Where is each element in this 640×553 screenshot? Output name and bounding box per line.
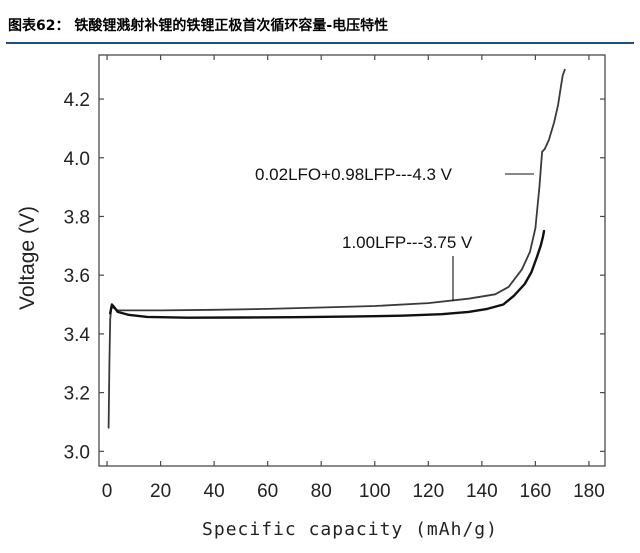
x-tick-label: 20 — [150, 481, 171, 502]
x-tick-label: 80 — [311, 481, 332, 502]
x-tick-label: 0 — [102, 481, 113, 502]
annotation-label-lfo: 0.02LFO+0.98LFP---4.3 V — [255, 165, 453, 184]
plot-frame — [98, 54, 606, 467]
x-tick-label: 40 — [204, 481, 225, 502]
y-tick-label: 3.8 — [64, 207, 90, 228]
x-tick-label: 100 — [359, 481, 391, 502]
y-axis-title: Voltage (V) — [16, 206, 39, 310]
figure-header: 图表62： 铁酸锂溅射补锂的铁锂正极首次循环容量-电压特性 — [0, 0, 640, 44]
x-axis-title: Specific capacity (mAh/g) — [202, 519, 498, 540]
x-tick-label: 140 — [466, 481, 498, 502]
y-tick-label: 4.0 — [64, 149, 90, 170]
figure-title: 图表62： 铁酸锂溅射补锂的铁锂正极首次循环容量-电压特性 — [8, 18, 389, 34]
annotation-layer: 0.02LFO+0.98LFP---4.3 V 1.00LFP---3.75 V — [255, 165, 534, 301]
x-tick-label: 180 — [573, 481, 605, 502]
series-line-2 — [108, 229, 546, 319]
x-tick-label: 60 — [257, 481, 278, 502]
series-line-1 — [107, 68, 566, 429]
annotation-label-lfp: 1.00LFP---3.75 V — [342, 233, 473, 252]
y-tick-label: 3.0 — [64, 442, 90, 463]
x-tick-label: 160 — [520, 481, 552, 502]
y-tick-label: 3.4 — [64, 325, 91, 346]
x-axis-ticks: 0 20 40 60 80 100 120 140 160 180 — [102, 55, 605, 502]
y-axis-ticks: 3.0 3.2 3.4 3.6 3.8 4.0 4.2 — [64, 90, 605, 463]
y-tick-label: 3.6 — [64, 266, 90, 287]
series-layer — [107, 68, 566, 429]
header-divider — [6, 42, 634, 44]
x-tick-label: 120 — [412, 481, 444, 502]
y-tick-label: 3.2 — [64, 384, 90, 405]
y-tick-label: 4.2 — [64, 90, 90, 111]
